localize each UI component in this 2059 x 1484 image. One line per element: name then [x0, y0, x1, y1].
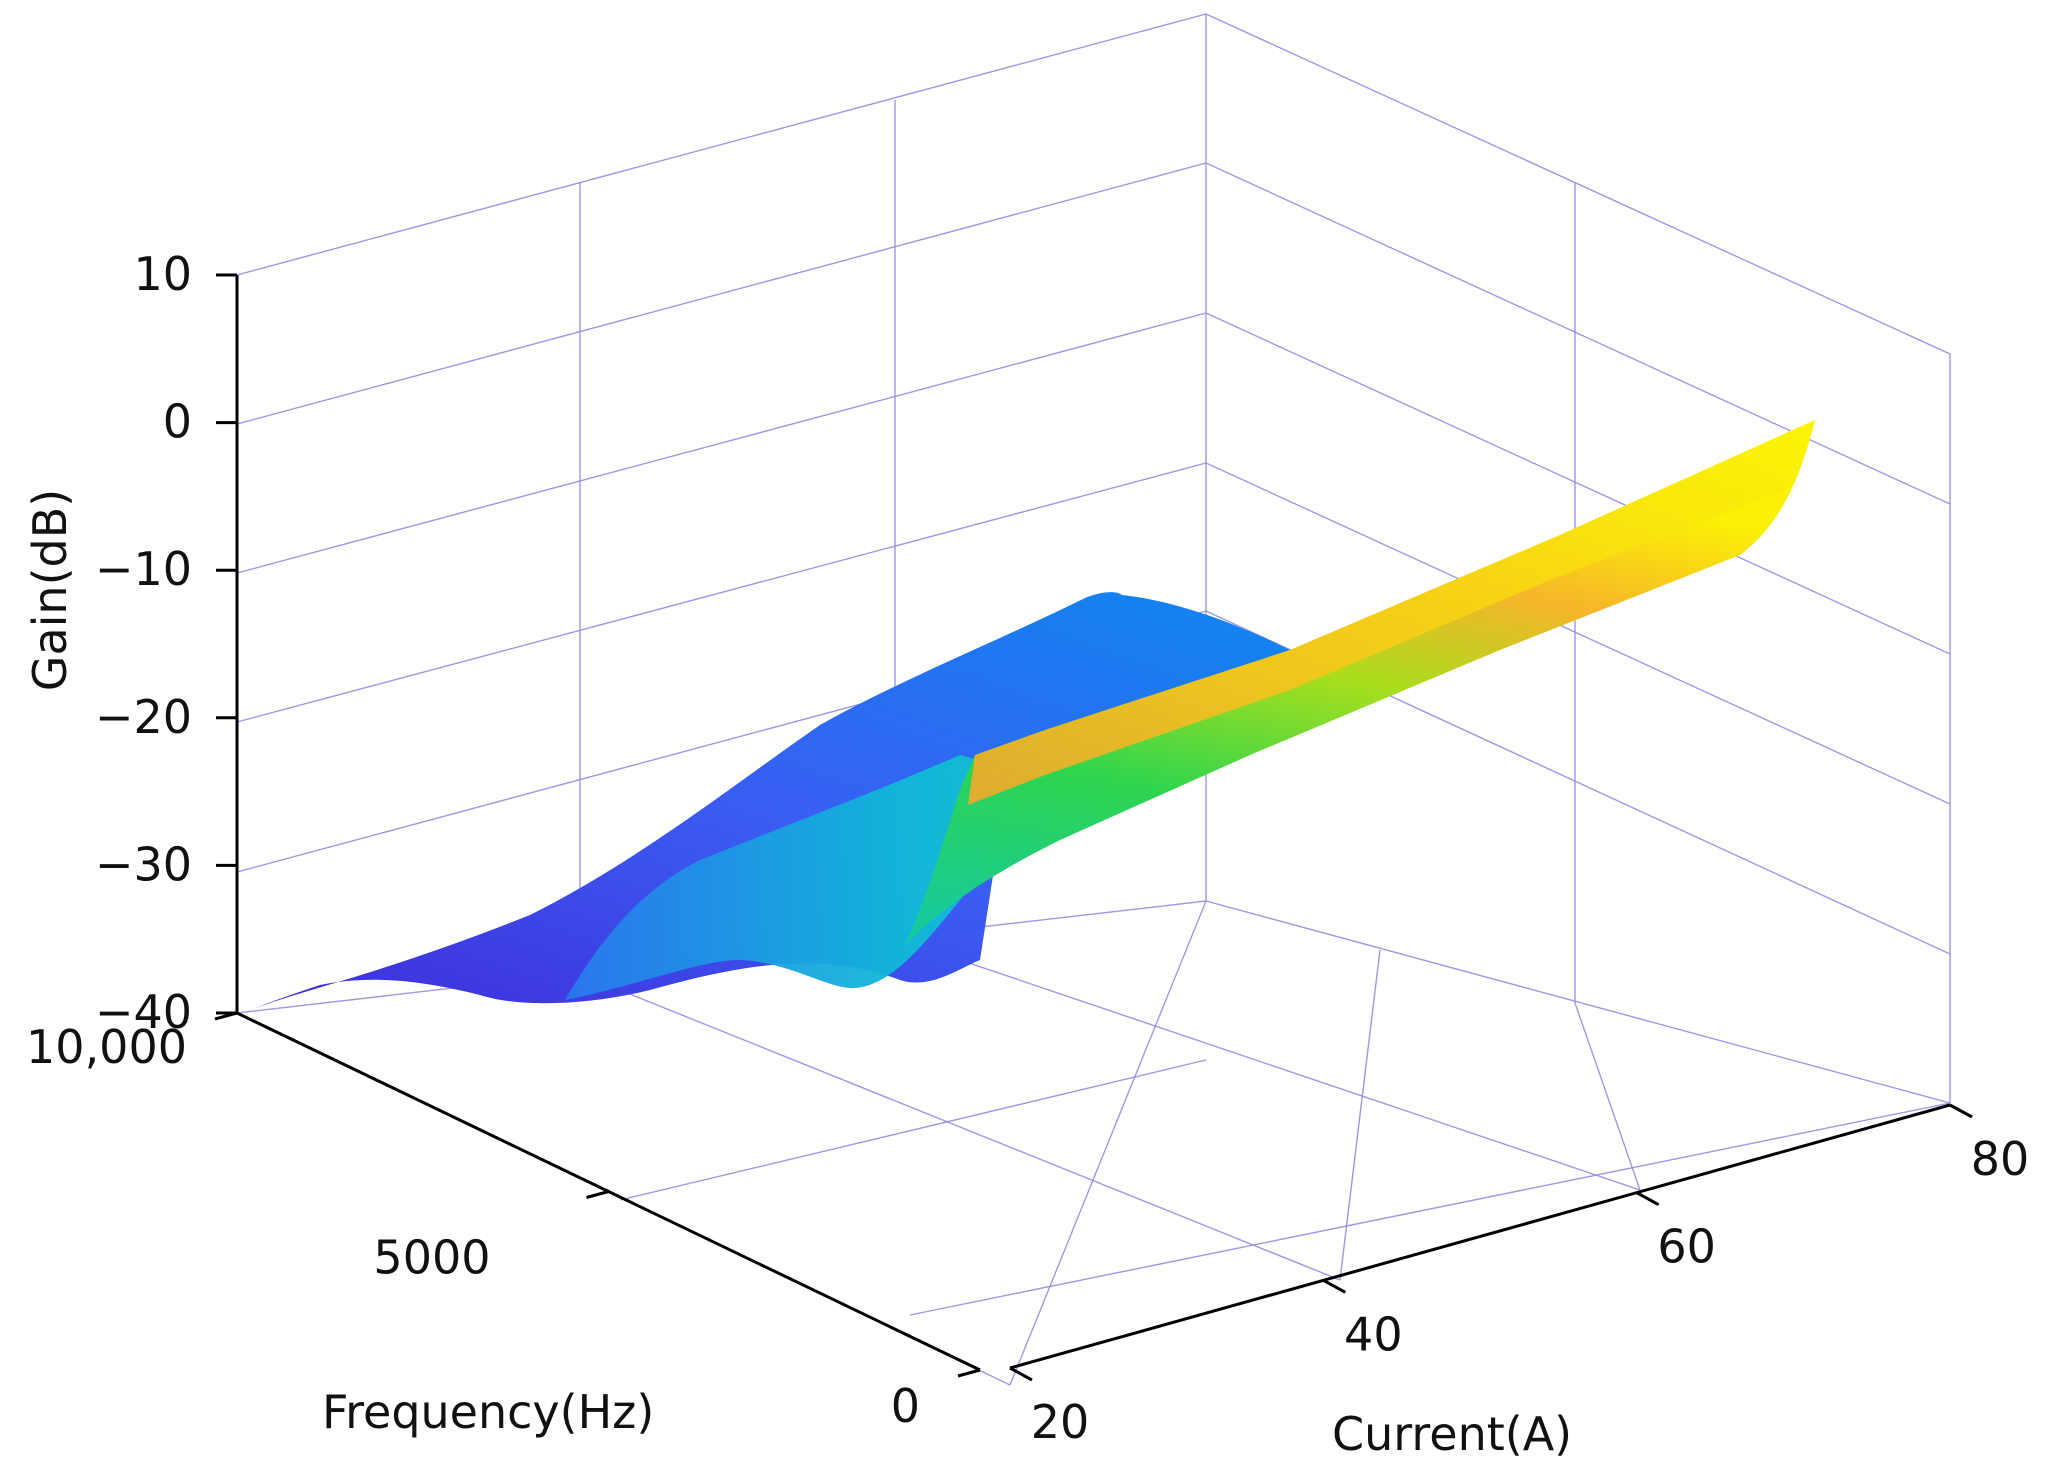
current-tick-mark [1635, 1191, 1660, 1206]
z-tick-label: −40 [95, 985, 192, 1039]
current-tick-mark [1009, 1366, 1033, 1382]
z-tick-label: −10 [95, 542, 192, 596]
z-tick-label: 0 [163, 395, 192, 449]
frequency-axis-label: Frequency(Hz) [322, 1385, 654, 1439]
z-tick-label: −20 [95, 690, 192, 744]
frequency-tick-label: 5000 [373, 1231, 490, 1285]
surface-top-edge [968, 420, 1815, 805]
grid [236, 13, 1951, 1386]
current-tick-mark [1949, 1103, 1973, 1119]
current-axis-label: Current(A) [1332, 1407, 1572, 1461]
frequency-tick-mark [586, 1190, 609, 1199]
current-tick-label: 80 [1971, 1132, 2030, 1186]
current-tick-label: 40 [1344, 1307, 1403, 1361]
z-tick-label: 10 [133, 247, 192, 301]
ticks: 10 0 −10 −20 −30 −40 0 5000 10,000 20 40 60 80 [26, 247, 2029, 1449]
current-axis-line [1009, 1103, 1951, 1370]
frequency-tick-label: 0 [891, 1379, 920, 1433]
z-tick-label: −30 [95, 837, 192, 891]
frequency-tick-mark [214, 1011, 238, 1021]
frequency-tick-mark [957, 1368, 981, 1378]
surface-low-region [245, 592, 1400, 1012]
frequency-tick-label: 10,000 [26, 1020, 187, 1074]
current-tick-mark [1322, 1279, 1347, 1294]
z-axis-label: Gain(dB) [23, 489, 77, 691]
current-tick-label: 60 [1657, 1220, 1716, 1274]
current-tick-label: 20 [1031, 1395, 1090, 1449]
surface [245, 420, 1815, 1012]
